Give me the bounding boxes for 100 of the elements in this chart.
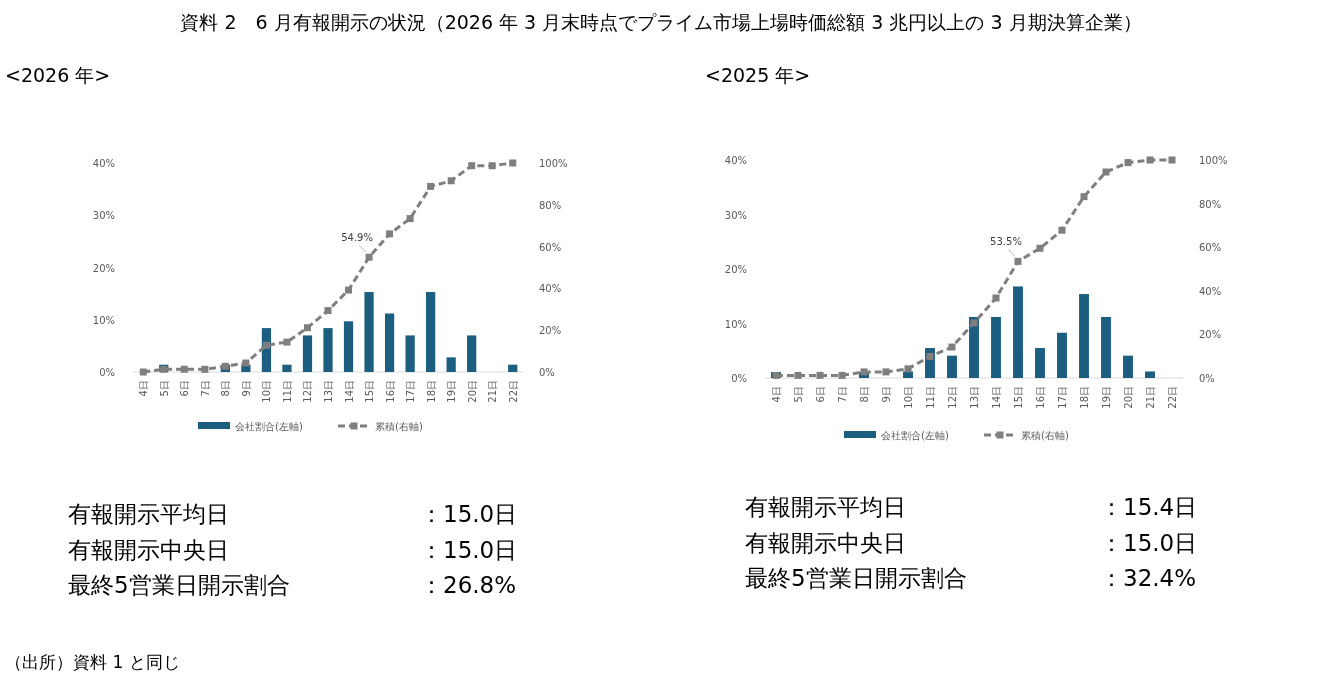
- y2-tick-label: 20%: [539, 325, 562, 337]
- text: 資料 2 6 月有報開示の状況（2026 年 3 月末時点でプライム市場上場時価総額 3 兆円以上の 3 月期決算企業）: [180, 11, 1142, 33]
- point: [180, 365, 188, 373]
- point: [992, 294, 1000, 302]
- y2-tick-label: 100%: [1199, 155, 1228, 166]
- y-tick-label: 20%: [92, 262, 115, 274]
- point: [139, 368, 147, 376]
- point: [948, 343, 956, 351]
- bar: [1057, 332, 1067, 378]
- point: [201, 365, 209, 373]
- y-tick-label: 10%: [92, 314, 115, 326]
- y2-tick-label: 60%: [1199, 242, 1222, 254]
- point: [1124, 159, 1132, 167]
- point: [406, 215, 414, 223]
- x-tick-label: 4日: [138, 380, 150, 397]
- bar: [947, 355, 957, 378]
- point: [324, 307, 332, 315]
- bar: [1145, 371, 1155, 378]
- point: [1146, 156, 1154, 164]
- bar: [991, 316, 1001, 378]
- point: [303, 324, 311, 332]
- point: [1036, 244, 1044, 252]
- x-tick-label: 12日: [947, 386, 958, 409]
- text: 有報開示平均日: [68, 501, 229, 527]
- y-tick-label: 30%: [92, 210, 115, 222]
- y-tick-label: 20%: [724, 264, 747, 275]
- y2-tick-label: 20%: [1199, 329, 1222, 341]
- bar: [323, 328, 333, 372]
- x-tick-label: 19日: [1101, 386, 1112, 409]
- y-tick-label: 10%: [724, 318, 747, 330]
- y-tick-label: 0%: [99, 367, 115, 378]
- x-tick-label: 15日: [1013, 386, 1024, 409]
- y2-tick-label: 40%: [1199, 285, 1222, 297]
- text: ：15.4日: [1100, 494, 1198, 520]
- bar: [1035, 348, 1045, 378]
- x-tick-label: 18日: [425, 380, 437, 403]
- chart-subtitle: <2026 年>: [5, 64, 111, 86]
- bar: [384, 313, 395, 372]
- x-tick-label: 17日: [405, 380, 417, 403]
- x-tick-label: 20日: [466, 380, 478, 403]
- point: [447, 177, 455, 185]
- y-tick-label: 30%: [724, 209, 747, 221]
- x-tick-label: 11日: [281, 380, 293, 403]
- point: [509, 159, 517, 167]
- point: [882, 368, 890, 376]
- point: [1058, 226, 1066, 234]
- point: [970, 319, 978, 327]
- x-tick-label: 15日: [364, 380, 376, 403]
- text: ：32.4%: [1100, 565, 1197, 591]
- y2-tick-label: 80%: [1199, 198, 1222, 210]
- point: [488, 162, 496, 170]
- text: 有報開示中央日: [68, 536, 229, 563]
- x-tick-label: 17日: [1057, 386, 1068, 409]
- x-tick-label: 10日: [903, 386, 914, 409]
- text: ：15.0日: [1100, 529, 1198, 556]
- x-tick-label: 22日: [507, 380, 519, 403]
- x-tick-label: 14日: [991, 386, 1002, 409]
- text: （出所）資料 1 と同じ: [5, 652, 180, 672]
- x-tick-label: 14日: [343, 380, 355, 403]
- point: [386, 230, 394, 238]
- x-tick-label: 9日: [240, 380, 252, 397]
- y2-tick-label: 60%: [539, 241, 562, 253]
- x-tick-label: 9日: [881, 386, 892, 403]
- bar: [467, 335, 477, 372]
- text: ：26.8%: [420, 572, 517, 598]
- text: 有報開示平均日: [745, 494, 906, 520]
- y-tick-label: 40%: [724, 155, 747, 166]
- bar: [364, 292, 374, 372]
- point: [365, 253, 373, 261]
- x-tick-label: 7日: [199, 380, 211, 397]
- y2-tick-label: 80%: [539, 199, 562, 211]
- x-tick-label: 16日: [384, 380, 396, 403]
- y2-tick-label: 0%: [1199, 373, 1215, 384]
- text: ：15.0日: [420, 501, 518, 527]
- point: [794, 371, 802, 379]
- chart-subtitle: <2025 年>: [705, 64, 811, 86]
- legend-label: 累積(右軸): [375, 421, 423, 432]
- x-tick-label: 6日: [815, 386, 826, 403]
- x-tick-label: 22日: [1167, 386, 1178, 409]
- bar: [446, 357, 456, 372]
- point: [283, 338, 291, 346]
- x-tick-label: 18日: [1079, 386, 1090, 409]
- point: [345, 286, 353, 294]
- point: [262, 341, 270, 349]
- point: [468, 162, 476, 170]
- point: [816, 371, 824, 379]
- point: [427, 182, 435, 190]
- bar: [343, 321, 354, 372]
- bar: [1101, 316, 1111, 378]
- y2-tick-label: 0%: [539, 367, 555, 378]
- bar: [1123, 355, 1133, 378]
- x-tick-label: 13日: [969, 386, 980, 409]
- bar: [426, 292, 436, 372]
- bar: [508, 364, 518, 372]
- x-tick-label: 8日: [859, 386, 870, 403]
- point: [926, 352, 934, 360]
- bar: [1079, 294, 1089, 378]
- legend-label: 会社割合(左軸): [881, 430, 949, 441]
- point: [242, 359, 250, 367]
- bar: [405, 335, 415, 372]
